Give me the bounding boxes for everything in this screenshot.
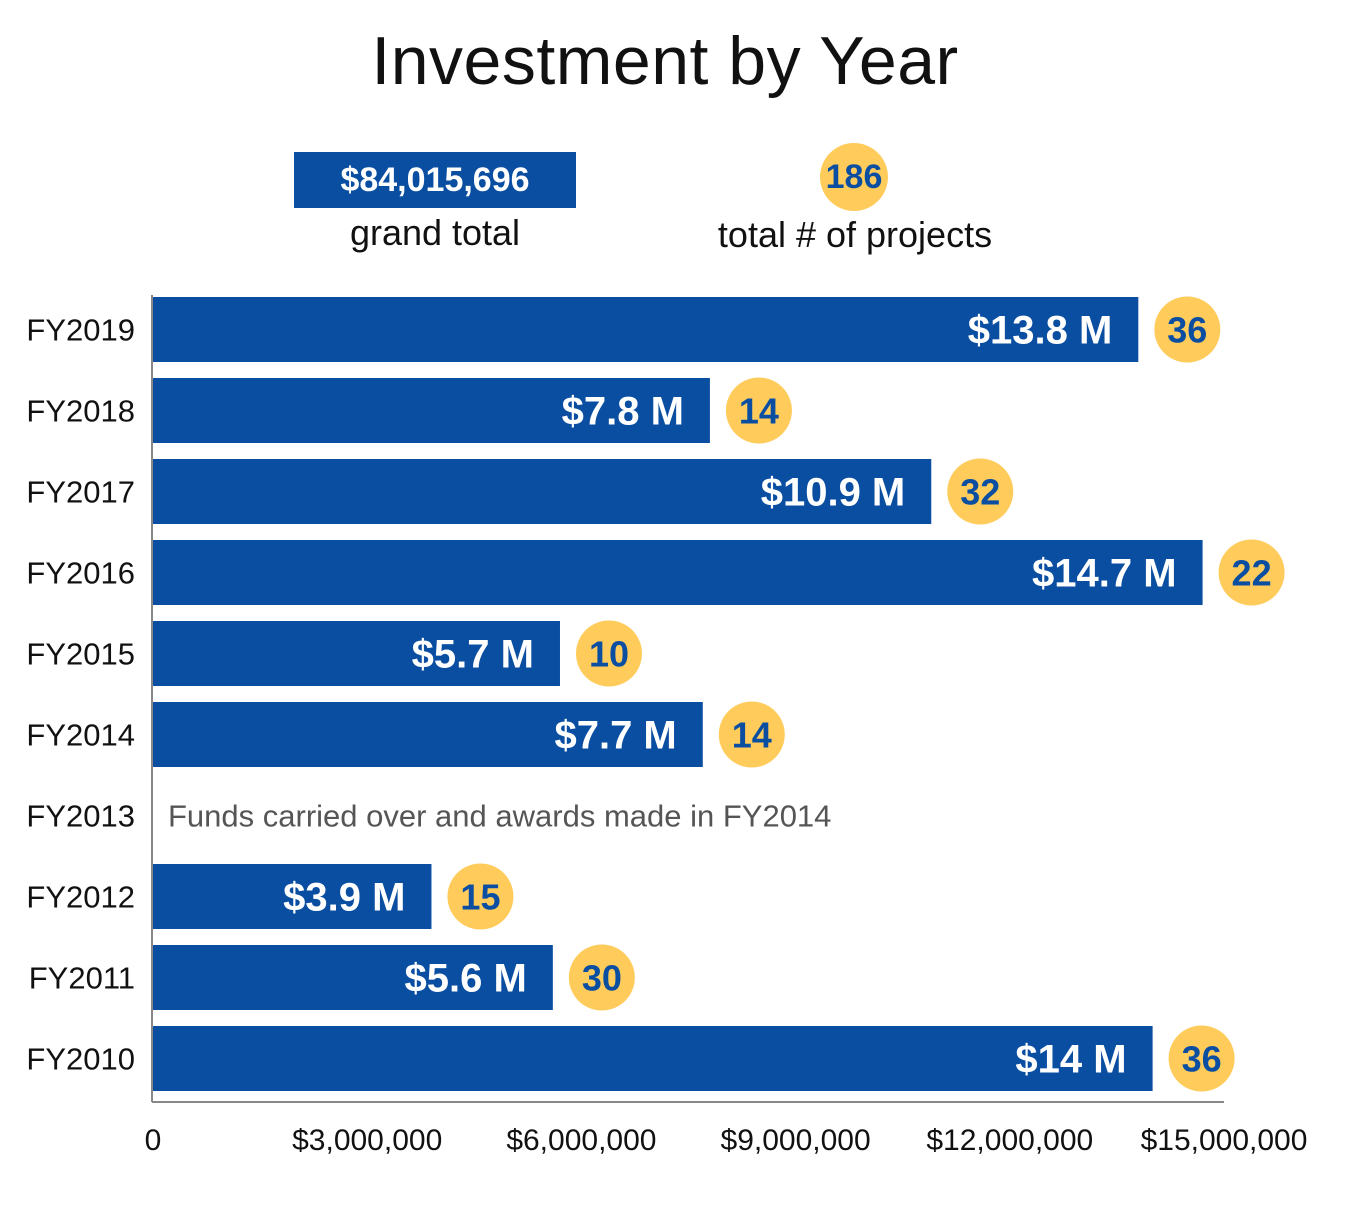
bar (153, 621, 560, 686)
x-tick-label: $15,000,000 (1141, 1124, 1308, 1157)
grand-total-value: $84,015,696 (294, 152, 576, 208)
project-count-badge (1154, 296, 1221, 363)
bar-value-label: $14.7 M (1032, 552, 1177, 596)
bar (153, 864, 432, 929)
bar (153, 702, 703, 767)
x-tick-label: $12,000,000 (926, 1124, 1093, 1157)
x-tick-label: $3,000,000 (292, 1124, 442, 1157)
chart-title: Investment by Year (371, 23, 959, 99)
bar-value-label: $13.8 M (968, 309, 1113, 353)
x-tick-label: 0 (145, 1124, 162, 1157)
y-category-label: FY2017 (26, 475, 135, 510)
project-count-badge (1218, 539, 1285, 606)
bar-value-label: $5.6 M (405, 957, 527, 1001)
project-count-badge (568, 944, 635, 1011)
bar-value-label: $7.8 M (562, 390, 684, 434)
y-category-label: FY2019 (26, 313, 135, 348)
bar-value-label: $7.7 M (554, 714, 676, 758)
bar-note: Funds carried over and awards made in FY… (168, 799, 831, 834)
bar (153, 945, 553, 1010)
project-count-label: 32 (960, 472, 1000, 513)
y-category-label: FY2016 (26, 556, 135, 591)
bar-value-label: $14 M (1015, 1038, 1126, 1082)
project-count-badge (718, 701, 785, 768)
projects-total-badge: 186 (820, 143, 888, 211)
x-tick-label: $6,000,000 (506, 1124, 656, 1157)
project-count-label: 36 (1182, 1039, 1222, 1080)
y-category-label: FY2014 (26, 718, 135, 753)
x-tick-label: $9,000,000 (721, 1124, 871, 1157)
y-category-label: FY2013 (26, 799, 135, 834)
bar (153, 297, 1139, 362)
y-category-label: FY2018 (26, 394, 135, 429)
bar-value-label: $10.9 M (761, 471, 906, 515)
project-count-label: 22 (1232, 553, 1272, 594)
project-count-label: 14 (732, 715, 772, 756)
project-count-badge (725, 377, 792, 444)
project-count-label: 14 (739, 391, 779, 432)
y-category-label: FY2010 (26, 1042, 135, 1077)
project-count-badge (447, 863, 514, 930)
bar (153, 540, 1203, 605)
project-count-label: 10 (589, 634, 629, 675)
bar (153, 378, 710, 443)
y-category-label: FY2011 (29, 961, 135, 996)
project-count-label: 36 (1167, 310, 1207, 351)
project-count-label: 15 (460, 877, 500, 918)
project-count-badge (947, 458, 1014, 525)
bar-value-label: $5.7 M (412, 633, 534, 677)
projects-total-label: total # of projects (717, 214, 993, 255)
bar (153, 1026, 1153, 1091)
y-category-label: FY2015 (26, 637, 135, 672)
project-count-badge (575, 620, 642, 687)
bar-value-label: $3.9 M (283, 876, 405, 920)
bar (153, 459, 932, 524)
project-count-label: 30 (582, 958, 622, 999)
y-category-label: FY2012 (26, 880, 135, 915)
grand-total-label: grand total (349, 212, 521, 253)
project-count-badge (1168, 1025, 1235, 1092)
